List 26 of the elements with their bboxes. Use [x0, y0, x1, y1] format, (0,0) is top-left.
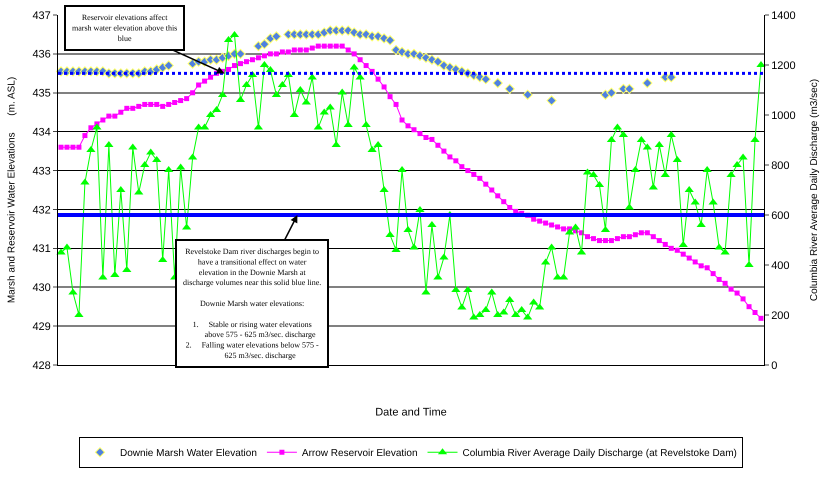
- y-axis-title: Marsh and Reservoir Water Elevations (m. ASL): [6, 76, 18, 304]
- y-tick-label: 429: [32, 320, 51, 333]
- y-tick-label: 435: [32, 88, 51, 100]
- y-tick-label: 428: [32, 360, 51, 372]
- y2-tick-label: 600: [771, 210, 790, 222]
- y-tick-label: 432: [32, 204, 51, 216]
- y-tick-label: 437: [32, 10, 51, 22]
- y2-tick-label: 1400: [771, 10, 796, 22]
- y-tick-label: 436: [32, 48, 51, 61]
- legend-label: Downie Marsh Water Elevation: [120, 448, 257, 460]
- y2-tick-label: 200: [771, 310, 790, 322]
- legend-label: Columbia River Average Daily Discharge (at Revelstoke Dam): [462, 448, 737, 460]
- text: Revelstoke Dam river discharges begin to have a transitional effect on water elevation in the Downie Marsh at discharge volumes near this solid blue line. Downie Marsh water elevations: 1. Stable or rising water elevations above 575 - 625 m3/sec. discharge 2. Falling water elevations below 575 - 625 m3/sec. discharge: [183, 247, 322, 360]
- y2-axis-title: Columbia River Average Daily Discharge (m3/sec): [809, 78, 820, 302]
- legend-label: Arrow Reservoir Elevation: [302, 448, 418, 460]
- y-tick-label: 433: [32, 165, 51, 178]
- y2-tick-label: 800: [771, 160, 790, 172]
- y2-tick-label: 1000: [771, 110, 796, 122]
- y2-tick-label: 400: [771, 260, 790, 272]
- x-axis-title: Date and Time: [375, 406, 447, 418]
- y-tick-label: 431: [32, 243, 51, 256]
- annotation: Reservoir elevations affect marsh water elevation above this blue: [72, 13, 178, 43]
- y2-tick-label: 0: [771, 360, 778, 372]
- y-tick-label: 430: [32, 282, 51, 294]
- y-tick-label: 434: [32, 126, 51, 139]
- y2-tick-label: 1200: [771, 60, 796, 72]
